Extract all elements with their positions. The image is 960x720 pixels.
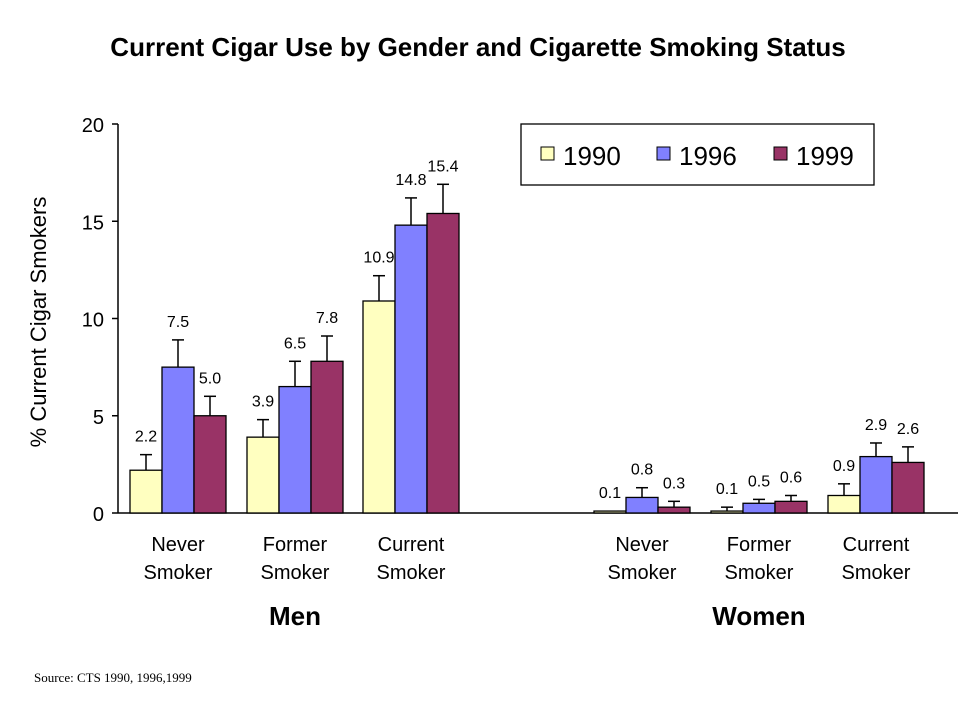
bar [161,366,195,514]
bar [710,510,744,514]
data-label: 0.3 [663,475,685,492]
category-label: Smoker [261,562,330,584]
bar [774,500,808,514]
data-label: 3.9 [252,394,274,411]
legend: 1990 1996 1999 [520,123,875,186]
data-label: 5.0 [199,370,221,387]
bar [625,496,659,514]
bar [278,385,312,514]
category-label: Smoker [725,562,794,584]
data-label: 2.6 [897,421,919,438]
data-label: 7.5 [167,314,189,331]
data-label: 7.8 [316,310,338,327]
chart-title: Current Cigar Use by Gender and Cigarett… [110,32,845,62]
data-label: 6.5 [284,335,306,352]
legend-swatch [773,146,788,161]
data-label: 0.5 [748,473,770,490]
bar [246,436,280,514]
bar [193,415,227,514]
category-label: Smoker [842,562,911,584]
data-label: 2.9 [865,417,887,434]
bar [362,300,396,514]
data-label: 10.9 [363,250,394,267]
group-label: Women [712,601,805,631]
category-label: Smoker [377,562,446,584]
bars: 2.2 7.5 5.0 3.9 6.5 7.8 10.9 14.815.4 0.1 0.8 0.3 0… [129,158,925,514]
y-axis-label: % Current Cigar Smokers [26,197,51,448]
bar [891,461,925,514]
legend-entry: 1996 [679,141,737,171]
category-label: Former [263,534,328,556]
category-label: Current [378,534,445,556]
legend-entry: 1999 [796,141,854,171]
bar [742,502,776,514]
legend-entry: 1990 [563,141,621,171]
y-tick-label: 10 [82,310,104,332]
category-label: Smoker [608,562,677,584]
category-label: Never [615,534,669,556]
group-label: Men [269,601,321,631]
x-labels: Never Smoker Former Smoker Current Smoker Men N… [144,534,911,631]
y-tick-label: 20 [82,115,104,137]
y-tick-label: 15 [82,212,104,234]
data-label: 0.1 [716,481,738,498]
y-tick-label: 0 [93,504,104,526]
data-label: 0.8 [631,462,653,479]
bar [394,224,428,514]
bar [310,360,344,514]
data-label: 2.2 [135,429,157,446]
bar [859,455,893,514]
y-tick-label: 5 [93,407,104,429]
legend-swatch [540,146,555,161]
data-label: 14.8 [395,172,426,189]
category-label: Current [843,534,910,556]
bar [129,469,163,514]
bar [657,506,691,514]
legend-box [520,123,875,186]
bar [593,510,627,514]
bar [827,494,861,514]
category-label: Never [151,534,205,556]
data-label: 0.9 [833,458,855,475]
data-label: 0.1 [599,485,621,502]
bar [426,212,460,514]
data-label: 15.4 [427,158,458,175]
source-note: Source: CTS 1990, 1996,1999 [34,670,192,685]
legend-swatch [656,146,671,161]
category-label: Smoker [144,562,213,584]
category-label: Former [727,534,792,556]
data-label: 0.6 [780,469,802,486]
